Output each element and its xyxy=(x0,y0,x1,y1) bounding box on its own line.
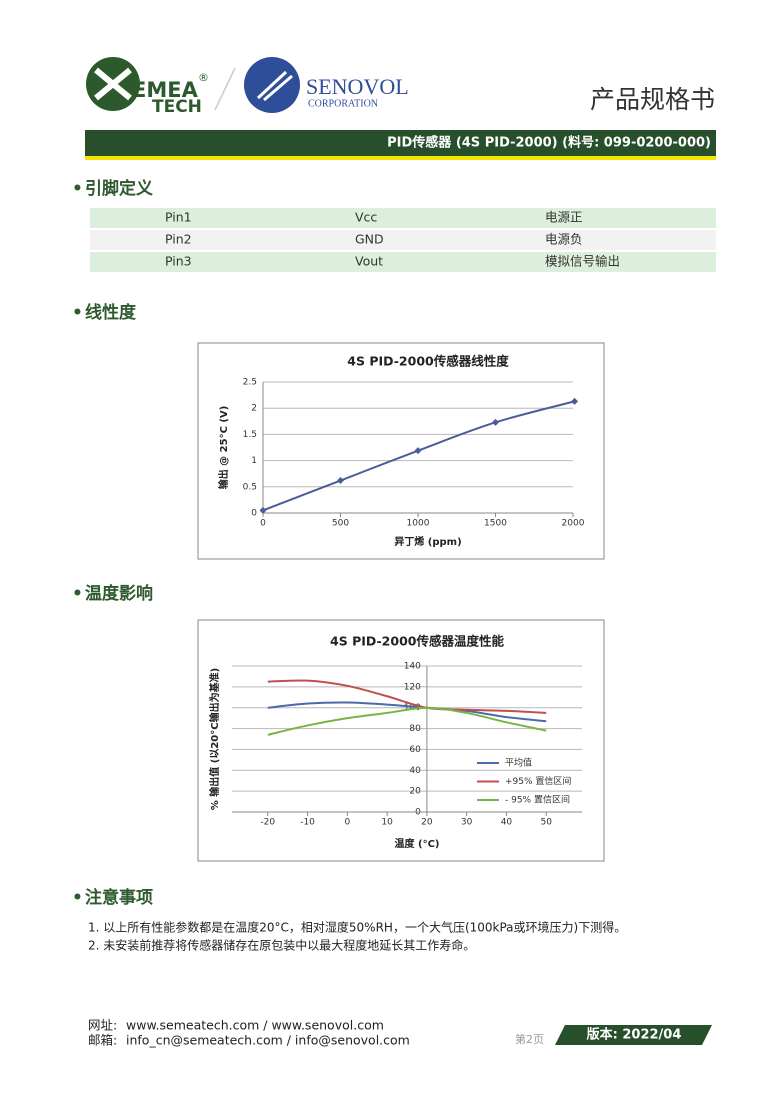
section-bullet: • xyxy=(72,584,83,604)
table-cell: GND xyxy=(355,232,384,247)
line-series xyxy=(267,706,547,736)
chart-frame xyxy=(197,342,605,560)
y-tick-label: 2 xyxy=(251,404,257,414)
page-number: 第2页 xyxy=(515,1032,544,1046)
y-tick-label: 20 xyxy=(409,787,421,797)
y-axis-label: % 输出值 (以20°C输出为基准) xyxy=(208,668,221,810)
point xyxy=(259,506,267,514)
chart-title: 4S PID-2000传感器线性度 xyxy=(347,354,509,369)
y-tick-label: 1 xyxy=(251,456,257,466)
note: 1. 以上所有性能参数都是在温度20°C，相对湿度50%RH，一个大气压(100… xyxy=(88,920,626,935)
x-tick-label: 30 xyxy=(461,818,473,828)
legend-label: - 95% 置信区间 xyxy=(505,794,570,806)
version: 版本: 2022/04 xyxy=(587,1027,682,1043)
table-cell: 电源正 xyxy=(545,210,583,225)
y-tick-label: 140 xyxy=(404,662,421,672)
product-name: PID传感器 (4S PID-2000) (料号: 099-0200-000) xyxy=(387,135,711,151)
logo-reg: ® xyxy=(198,71,209,84)
y-tick-label: 40 xyxy=(409,766,421,776)
x-tick-label: -20 xyxy=(260,818,275,828)
y-tick-label: 0 xyxy=(251,509,257,519)
logo-text: CORPORATION xyxy=(308,98,378,109)
table-cell: Vcc xyxy=(355,210,377,225)
logo-right: SENOVOL CORPORATION xyxy=(244,57,409,113)
x-tick-label: 500 xyxy=(332,519,349,529)
x-tick-label: 1000 xyxy=(407,519,430,529)
line-series xyxy=(267,679,547,714)
footer-label: 邮箱: xyxy=(88,1033,117,1048)
y-axis-label: 输出 @ 25°C (V) xyxy=(217,406,230,490)
section-title: 引脚定义 xyxy=(85,178,153,199)
logo-text: EMEA xyxy=(132,78,199,102)
header-bar xyxy=(85,130,716,156)
line-series xyxy=(267,701,547,723)
note: 2. 未安装前推荐将传感器储存在原包装中以最大程度地延长其工作寿命。 xyxy=(88,938,475,953)
x-tick-label: 0 xyxy=(344,818,350,828)
table-cell: 模拟信号输出 xyxy=(545,254,620,269)
table-cell: Vout xyxy=(355,254,383,269)
x-tick-label: 10 xyxy=(381,818,393,828)
table-cell: Pin3 xyxy=(165,254,192,269)
y-tick-label: 1.5 xyxy=(243,430,257,440)
legend-label: +95% 置信区间 xyxy=(505,775,571,787)
x-tick-label: 0 xyxy=(260,519,266,529)
pin-table: Pin1 Vcc 电源正 Pin2 GND 电源负 Pin3 Vout 模拟信号输出 xyxy=(90,208,716,272)
section-title: 线性度 xyxy=(85,302,137,323)
header-stripe xyxy=(85,156,716,160)
footer-mail: info_cn@semeatech.com / info@senovol.com xyxy=(126,1033,410,1048)
section-title: 注意事项 xyxy=(85,887,153,908)
table-row xyxy=(90,252,716,272)
y-tick-label: 60 xyxy=(409,745,421,755)
y-tick-label: 0.5 xyxy=(243,482,257,492)
logo-text: TECH xyxy=(152,97,202,117)
point xyxy=(492,418,499,426)
doc-title: 产品规格书 xyxy=(590,85,715,114)
x-tick-label: 2000 xyxy=(562,519,585,529)
table-cell: Pin1 xyxy=(165,210,192,225)
section-title: 温度影响 xyxy=(85,583,153,604)
x-tick-label: 50 xyxy=(540,818,552,828)
table-cell: Pin2 xyxy=(165,232,192,247)
x-axis-label: 温度 (°C) xyxy=(395,837,440,850)
logo-left: EMEA TECH ® xyxy=(86,57,209,117)
point xyxy=(571,397,579,405)
version-badge xyxy=(555,1025,712,1045)
x-tick-label: -10 xyxy=(300,818,315,828)
section-bullet: • xyxy=(72,179,83,199)
chart-frame xyxy=(197,619,605,862)
x-tick-label: 1500 xyxy=(484,519,507,529)
footer-web: www.semeatech.com / www.senovol.com xyxy=(126,1018,384,1033)
section-bullet: • xyxy=(72,888,83,908)
x-axis-label: 异丁烯 (ppm) xyxy=(394,535,461,548)
legend-label: 平均值 xyxy=(505,757,532,769)
x-tick-label: 20 xyxy=(421,818,433,828)
section-bullet: • xyxy=(72,303,83,323)
table-row xyxy=(90,230,716,250)
point xyxy=(337,477,344,485)
table-cell: 电源负 xyxy=(545,232,583,247)
chart-title: 4S PID-2000传感器温度性能 xyxy=(330,634,504,649)
y-tick-label: 2.5 xyxy=(243,378,257,388)
table-row xyxy=(90,208,716,228)
divider xyxy=(214,67,236,111)
y-tick-label: 120 xyxy=(404,682,421,692)
y-tick-label: 80 xyxy=(409,724,421,734)
logo-text: SENOVOL xyxy=(306,74,409,99)
point xyxy=(414,447,422,455)
footer-label: 网址: xyxy=(88,1018,117,1033)
x-tick-label: 40 xyxy=(501,818,513,828)
